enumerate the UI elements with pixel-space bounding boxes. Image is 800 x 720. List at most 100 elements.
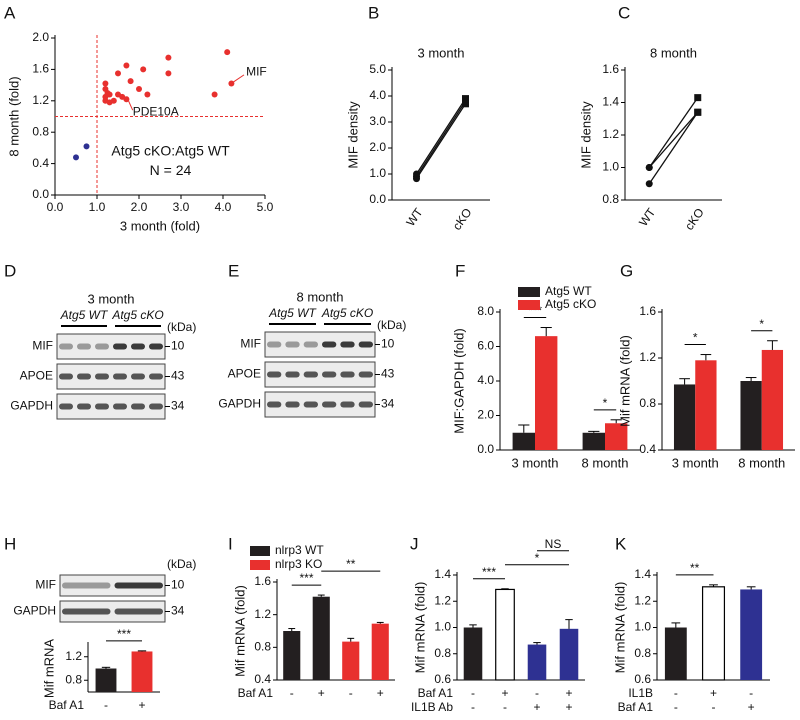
blot-band [322, 401, 337, 408]
blot-band [62, 582, 111, 589]
y-tick-label: 0.8 [65, 672, 82, 686]
y-tick-label: 1.2 [639, 350, 656, 364]
blot-title: 3 month [88, 291, 135, 306]
point [83, 143, 90, 150]
bar [761, 349, 784, 450]
panel-letter: G [620, 261, 633, 280]
blot-row-label: APOE [228, 367, 261, 381]
blot-band [113, 403, 127, 410]
y-tick-label: 0.4 [639, 442, 656, 456]
y-axis-label: MIF density [345, 101, 360, 169]
treatment-value: + [501, 686, 508, 700]
chart-title: 3 month [418, 45, 465, 60]
kda-value: 34 [381, 397, 395, 411]
kda-unit: (kDa) [167, 557, 196, 571]
significance-label: * [693, 331, 698, 345]
legend-label: nlrp3 WT [275, 543, 324, 557]
bar [342, 641, 360, 680]
blot-band [267, 371, 282, 378]
bar [740, 381, 762, 450]
x-axis-label: 3 month (fold) [120, 218, 200, 233]
blot-row-label: MIF [35, 578, 56, 592]
y-tick-label: 1.2 [254, 607, 271, 621]
x-tick-label: 5.0 [257, 200, 274, 214]
blot-band [62, 608, 111, 615]
significance-label: *** [117, 627, 131, 641]
y-tick-label: 4.0 [369, 88, 386, 102]
kda-value: 10 [381, 337, 395, 351]
blot-band [303, 371, 318, 378]
blot-band [285, 371, 300, 378]
treatment-value: + [138, 698, 145, 712]
treatment-value: - [104, 698, 108, 712]
treatment-value: + [710, 686, 717, 700]
bar [283, 631, 301, 680]
panel-letter: H [4, 534, 16, 553]
treatment-value: - [749, 686, 753, 700]
bar [463, 627, 483, 680]
kda-value: 10 [171, 578, 185, 592]
point [165, 70, 172, 77]
blot-band [113, 373, 127, 380]
treatment-value: + [748, 700, 755, 714]
panel-letter: F [455, 261, 465, 280]
point [228, 80, 235, 87]
kda-unit: (kDa) [167, 320, 196, 334]
y-axis-label: Mif mRNA (fold) [232, 585, 247, 677]
bar [512, 432, 535, 450]
blot-band [131, 373, 145, 380]
significance-label: *** [299, 571, 313, 585]
significance-label: ** [690, 561, 700, 575]
treatment-value: - [712, 700, 716, 714]
blot-band [149, 403, 163, 410]
blot-band [285, 401, 300, 408]
blot-title: 8 month [297, 289, 344, 304]
blot-row-label: GAPDH [13, 604, 56, 618]
treatment-name: Baf A1 [418, 686, 454, 700]
y-tick-label: 2.0 [477, 408, 494, 422]
x-tick-label: 3.0 [173, 200, 190, 214]
blot-band [131, 403, 145, 410]
blot-band [358, 341, 373, 348]
kda-value: 43 [171, 369, 185, 383]
bar [527, 644, 547, 680]
treatment-value: - [503, 700, 507, 714]
panel-letter: I [228, 534, 233, 553]
blot-band [303, 401, 318, 408]
blot-band [77, 403, 91, 410]
annotation: Atg5 cKO:Atg5 WT [111, 143, 230, 159]
treatment-value: - [290, 686, 294, 700]
marker [413, 170, 420, 178]
y-tick-label: 0.8 [32, 124, 49, 138]
y-tick-label: 1.2 [434, 593, 451, 607]
marker [645, 180, 653, 188]
blot-strip [264, 331, 376, 358]
y-tick-label: 0.8 [639, 396, 656, 410]
y-tick-label: 0.4 [254, 672, 271, 686]
y-tick-label: 4.0 [477, 373, 494, 387]
blot-band [358, 371, 373, 378]
point [73, 154, 79, 161]
treatment-value: - [471, 686, 475, 700]
y-tick-label: 0.0 [32, 187, 49, 201]
x-tick-label: 1.0 [89, 200, 106, 214]
blot-band [303, 341, 318, 348]
blot-band [340, 341, 355, 348]
y-tick-label: 6.0 [477, 339, 494, 353]
y-tick-label: 1.6 [639, 304, 656, 318]
significance-label: ** [346, 557, 356, 571]
y-axis-label: MIF density [578, 101, 593, 169]
significance-label: * [603, 396, 608, 410]
x-tick-label: 4.0 [215, 200, 232, 214]
treatment-value: + [533, 700, 540, 714]
y-tick-label: 0.6 [634, 672, 651, 686]
legend-label: nlrp3 KO [275, 557, 322, 571]
bar [673, 384, 696, 450]
annotation: MIF [246, 65, 267, 79]
y-tick-label: 0.4 [32, 156, 49, 170]
blot-band [77, 373, 91, 380]
bar [371, 623, 389, 680]
y-axis-label: Mif mRNA [41, 639, 56, 699]
blot-strip [56, 393, 166, 420]
